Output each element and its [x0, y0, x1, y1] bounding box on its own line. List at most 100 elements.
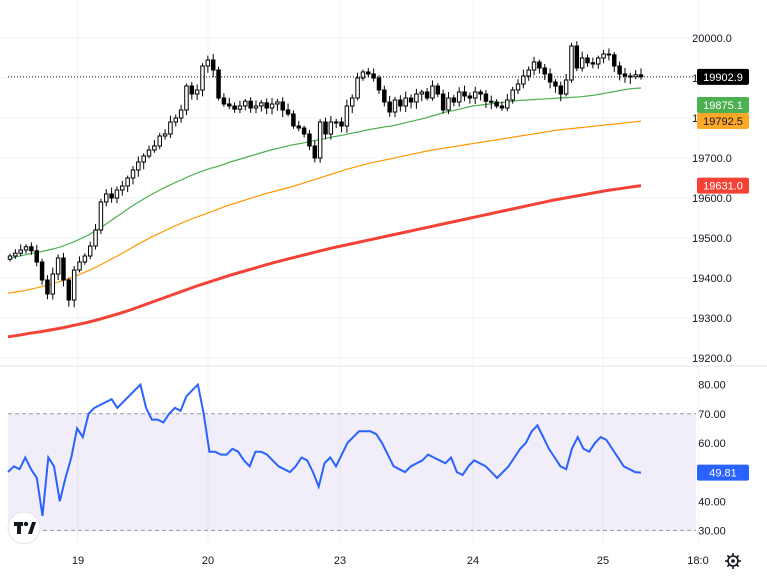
candle-body — [344, 105, 350, 127]
candle-body — [558, 85, 564, 95]
candle-body — [216, 69, 221, 99]
candle-body — [478, 91, 483, 95]
time-axis[interactable]: 19 20 23 24 25 18:0 — [72, 555, 709, 567]
candle — [510, 86, 515, 104]
candle — [617, 61, 622, 81]
candle — [29, 242, 34, 255]
candle-body — [360, 71, 366, 79]
candle — [392, 96, 398, 118]
candle — [542, 64, 547, 80]
candle-body — [483, 93, 489, 102]
candle-body — [521, 75, 526, 85]
price-tick-label: 19300.0 — [692, 313, 732, 325]
candle-body — [392, 99, 398, 113]
candle — [93, 224, 98, 250]
candle — [61, 252, 66, 287]
candle — [104, 189, 109, 207]
candle-body — [157, 135, 162, 147]
candle — [45, 275, 50, 300]
last-price-badge-text: 19902.9 — [703, 72, 743, 84]
candle — [595, 55, 601, 69]
candle-body — [34, 250, 39, 263]
candle — [414, 88, 419, 109]
candle-body — [590, 62, 596, 65]
candle-body — [606, 53, 612, 56]
ma-slow-line — [7, 184, 642, 339]
candle-body — [61, 257, 66, 281]
candle — [248, 97, 253, 113]
candle-body — [13, 252, 18, 257]
candle — [435, 83, 441, 98]
candle — [483, 90, 489, 108]
candle-body — [173, 117, 179, 123]
candle — [66, 277, 72, 307]
candle-body — [424, 91, 430, 99]
candle — [569, 42, 574, 83]
candle-body — [301, 127, 307, 135]
candle-body — [141, 155, 146, 163]
candle — [371, 68, 376, 82]
candle — [194, 84, 200, 100]
candle-body — [505, 99, 510, 109]
candle-body — [104, 193, 109, 203]
candle-body — [280, 101, 285, 111]
candle-body — [18, 249, 23, 254]
candle-body — [435, 85, 441, 95]
candle — [50, 267, 56, 300]
candle — [462, 85, 467, 102]
candle — [499, 101, 505, 111]
candle-body — [296, 125, 302, 129]
candle-body — [125, 177, 130, 187]
rsi-tick-label: 80.00 — [698, 380, 726, 392]
ma-mid-badge: 19792.5 — [697, 113, 749, 129]
candle — [168, 115, 173, 138]
candle — [387, 96, 392, 117]
candle-body — [563, 79, 569, 95]
candle — [227, 97, 232, 110]
candle-body — [189, 85, 195, 95]
candle — [622, 68, 628, 83]
candle-body — [537, 61, 542, 69]
candle — [403, 91, 408, 112]
candle — [312, 140, 318, 163]
rsi-tick-label: 40.00 — [698, 496, 726, 508]
tradingview-logo[interactable] — [7, 511, 41, 545]
candle-body — [184, 85, 189, 111]
candle — [253, 100, 259, 114]
candle — [71, 266, 77, 308]
gear-icon[interactable] — [725, 553, 741, 569]
candle-body — [253, 105, 259, 109]
candle — [440, 89, 446, 114]
candle-body — [237, 105, 243, 110]
price-tick-label: 20000.0 — [692, 33, 732, 45]
candle-body — [259, 102, 264, 107]
candle — [232, 102, 237, 113]
candle — [114, 186, 120, 204]
candle-body — [585, 57, 590, 64]
candle-body — [366, 71, 371, 75]
candle-body — [446, 97, 451, 111]
price-tick-label: 19400.0 — [692, 273, 732, 285]
candle-body — [440, 93, 446, 111]
candle-body — [601, 53, 606, 59]
candle — [109, 187, 114, 203]
candle-body — [472, 91, 478, 99]
candle — [601, 50, 606, 64]
candle — [574, 41, 580, 72]
candle — [184, 83, 189, 116]
candle-body — [98, 201, 104, 231]
candle-body — [323, 121, 328, 135]
candle-body — [87, 245, 93, 257]
candle-body — [168, 121, 173, 135]
candle-body — [531, 61, 537, 71]
candle-body — [547, 73, 553, 83]
candle-body — [227, 103, 232, 107]
candle-body — [109, 193, 114, 199]
candle-body — [333, 121, 339, 124]
candle — [376, 75, 382, 94]
candles — [7, 41, 644, 308]
candle — [563, 74, 569, 97]
ma-fast-badge-text: 19875.1 — [703, 100, 743, 112]
candle-body — [526, 69, 531, 77]
